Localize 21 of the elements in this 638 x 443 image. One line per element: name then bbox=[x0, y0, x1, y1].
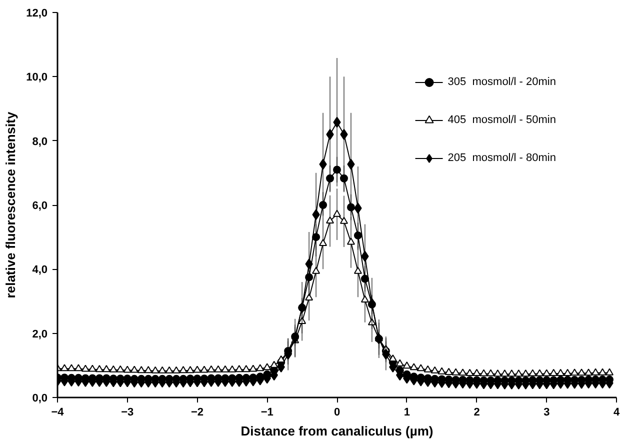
y-tick-label: 10,0 bbox=[26, 72, 48, 84]
y-tick-label: 8,0 bbox=[32, 136, 48, 148]
x-tick-label: 4 bbox=[613, 406, 620, 418]
x-tick-label: 3 bbox=[544, 406, 550, 418]
legend-label: 205 mosmol/l - 80min bbox=[448, 152, 556, 164]
y-tick-label: 2,0 bbox=[32, 328, 48, 340]
x-tick-label: 2 bbox=[474, 406, 480, 418]
x-tick-label: −3 bbox=[121, 406, 134, 418]
x-tick-label: 1 bbox=[404, 406, 410, 418]
y-tick-label: 0,0 bbox=[32, 392, 48, 404]
legend-label: 305 mosmol/l - 20min bbox=[448, 76, 556, 88]
legend-label: 405 mosmol/l - 50min bbox=[448, 114, 556, 126]
x-tick-label: −4 bbox=[51, 406, 65, 418]
x-tick-label: −1 bbox=[260, 406, 274, 418]
y-axis-title: relative fluorescence intensity bbox=[3, 111, 18, 298]
x-tick-label: 0 bbox=[334, 406, 340, 418]
y-tick-label: 4,0 bbox=[32, 264, 48, 276]
x-tick-label: −2 bbox=[190, 406, 204, 418]
y-tick-label: 6,0 bbox=[32, 200, 48, 212]
y-tick-label: 12,0 bbox=[26, 8, 48, 20]
x-axis-title: Distance from canaliculus (µm) bbox=[240, 424, 434, 438]
